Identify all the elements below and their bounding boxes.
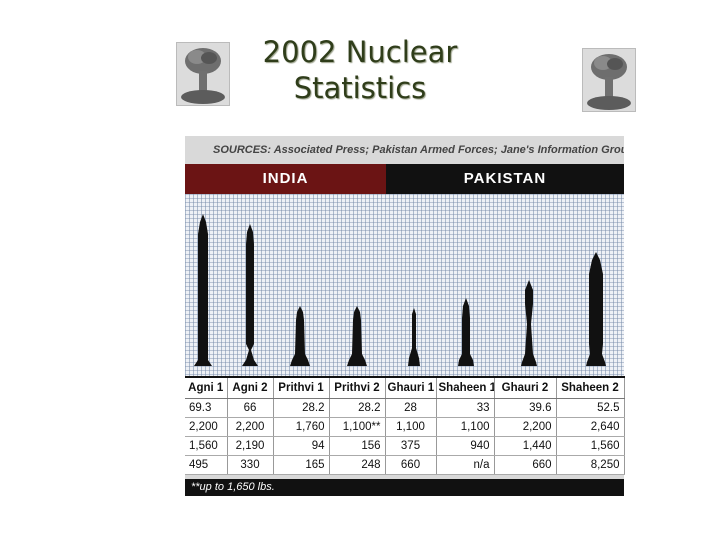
table-cell: 2,200: [494, 417, 557, 437]
missile-shaheen-1: [458, 298, 474, 366]
sources-line: SOURCES: Associated Press; Pakistan Arme…: [185, 136, 624, 164]
column-header: Shaheen 2: [556, 376, 625, 399]
table-cell: 52.5: [556, 398, 625, 418]
table-cell: 94: [273, 436, 330, 456]
table-cell: 248: [329, 455, 386, 475]
table-cell: 66: [227, 398, 274, 418]
table-cell: 660: [385, 455, 437, 475]
mushroom-cloud-image-left: [176, 42, 230, 106]
table-cell: 2,640: [556, 417, 625, 437]
table-cell: 495: [185, 455, 228, 475]
missile-ghauri-1: [408, 308, 420, 366]
footnote: **up to 1,650 lbs.: [185, 479, 624, 496]
table-cell: 165: [273, 455, 330, 475]
missile-prithvi-1: [290, 306, 310, 366]
table-row: 1,560 2,190 94 156 375 940 1,440 1,560: [185, 436, 625, 456]
table-cell: 1,100**: [329, 417, 386, 437]
table-cell: 69.3: [185, 398, 228, 418]
missile-shaheen-2: [586, 252, 606, 366]
india-header: INDIA: [185, 164, 386, 194]
table-cell: 660: [494, 455, 557, 475]
column-header: Ghauri 1: [385, 376, 437, 399]
table-cell: 1,560: [185, 436, 228, 456]
column-header: Agni 1: [185, 376, 228, 399]
table-row: 495 330 165 248 660 n/a 660 8,250: [185, 455, 625, 475]
column-header: Agni 2: [227, 376, 274, 399]
missile-agni-1: [194, 214, 212, 366]
table-cell: 2,190: [227, 436, 274, 456]
table-cell: 39.6: [494, 398, 557, 418]
title-line-2: Statistics: [293, 71, 427, 105]
column-header: Prithvi 1: [273, 376, 330, 399]
missile-stats-table: Agni 1 Agni 2 Prithvi 1 Prithvi 2 Ghauri…: [185, 376, 625, 475]
table-cell: 1,560: [556, 436, 625, 456]
table-cell: 28.2: [329, 398, 386, 418]
slide-title: 2002 Nuclear Statistics: [240, 34, 480, 106]
mushroom-cloud-image-right: [582, 48, 636, 112]
table-cell: 8,250: [556, 455, 625, 475]
missile-prithvi-2: [347, 306, 367, 366]
table-cell: 33: [436, 398, 495, 418]
table-row: 69.3 66 28.2 28.2 28 33 39.6 52.5: [185, 398, 625, 418]
table-cell: 28: [385, 398, 437, 418]
table-cell: 940: [436, 436, 495, 456]
column-header: Prithvi 2: [329, 376, 386, 399]
pakistan-header: PAKISTAN: [386, 164, 624, 194]
missile-agni-2: [242, 224, 258, 366]
table-cell: 28.2: [273, 398, 330, 418]
title-line-1: 2002 Nuclear: [262, 35, 458, 69]
column-header: Shaheen 1: [436, 376, 495, 399]
column-header: Ghauri 2: [494, 376, 557, 399]
missile-comparison-graphic: SOURCES: Associated Press; Pakistan Arme…: [185, 136, 625, 496]
table-header-row: Agni 1 Agni 2 Prithvi 1 Prithvi 2 Ghauri…: [185, 376, 625, 399]
table-cell: 1,760: [273, 417, 330, 437]
table-cell: 375: [385, 436, 437, 456]
table-row: 2,200 2,200 1,760 1,100** 1,100 1,100 2,…: [185, 417, 625, 437]
missile-illustration-area: [185, 194, 624, 376]
table-cell: 1,100: [436, 417, 495, 437]
table-cell: 2,200: [227, 417, 274, 437]
table-cell: 1,100: [385, 417, 437, 437]
table-cell: 2,200: [185, 417, 228, 437]
table-cell: 1,440: [494, 436, 557, 456]
table-cell: 156: [329, 436, 386, 456]
missile-ghauri-2: [521, 280, 537, 366]
table-cell: 330: [227, 455, 274, 475]
table-cell: n/a: [436, 455, 495, 475]
